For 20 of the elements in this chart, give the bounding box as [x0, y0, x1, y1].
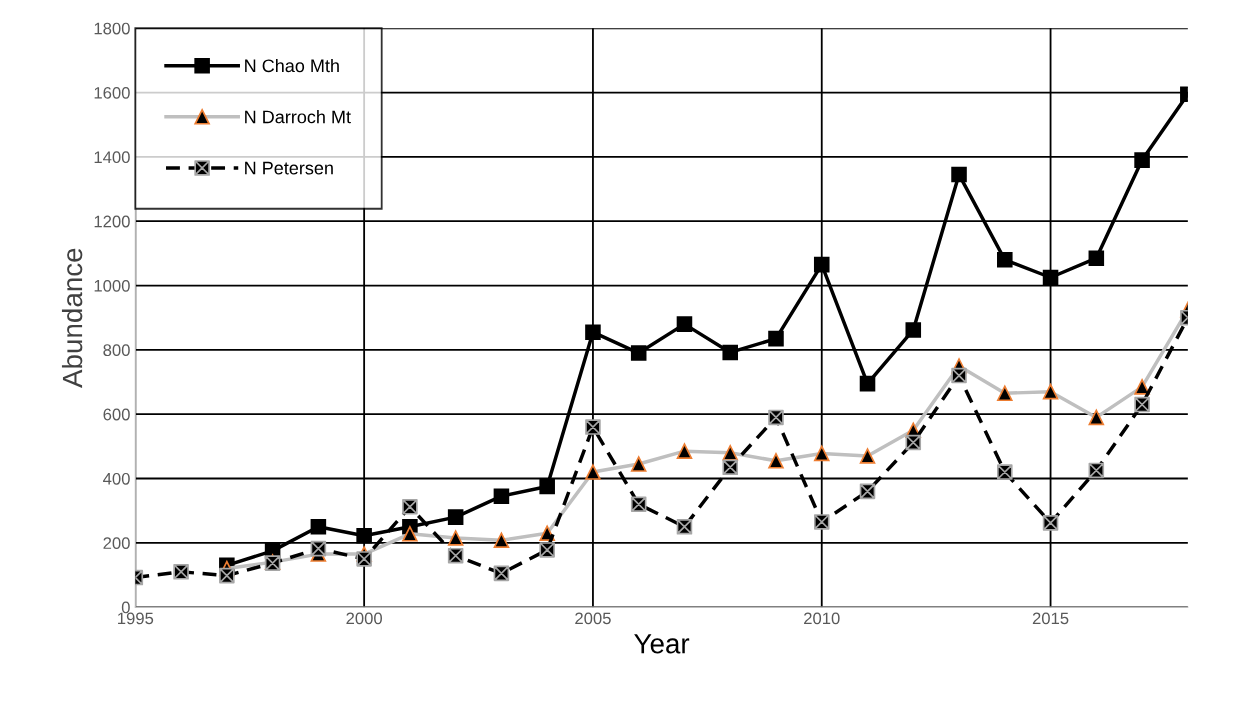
x-tick-label: 2005 — [575, 612, 611, 625]
y-tick-label: 800 — [103, 344, 130, 357]
x-tick-label: 2000 — [346, 612, 383, 625]
y-tick-label: 1600 — [94, 86, 130, 99]
y-tick-label: 1800 — [94, 22, 130, 35]
legend-label: N Darroch Mt — [245, 110, 351, 124]
y-tick-label: 400 — [103, 472, 130, 485]
y-tick-label: 600 — [103, 408, 130, 421]
y-tick-label: 0 — [121, 601, 130, 614]
x-axis-title: Year — [634, 634, 690, 654]
x-tick-label: 2010 — [804, 612, 840, 625]
legend-label: N Petersen — [245, 161, 333, 175]
y-tick-label: 1200 — [94, 215, 130, 228]
x-tick-label: 1995 — [118, 612, 154, 625]
y-tick-label: 200 — [103, 537, 130, 550]
y-axis-title: Abundance — [61, 248, 83, 388]
y-tick-label: 1000 — [94, 279, 130, 292]
y-tick-label: 1400 — [94, 151, 130, 164]
legend-label: N Chao Mth — [245, 58, 339, 73]
x-tick-label: 2015 — [1032, 612, 1069, 625]
